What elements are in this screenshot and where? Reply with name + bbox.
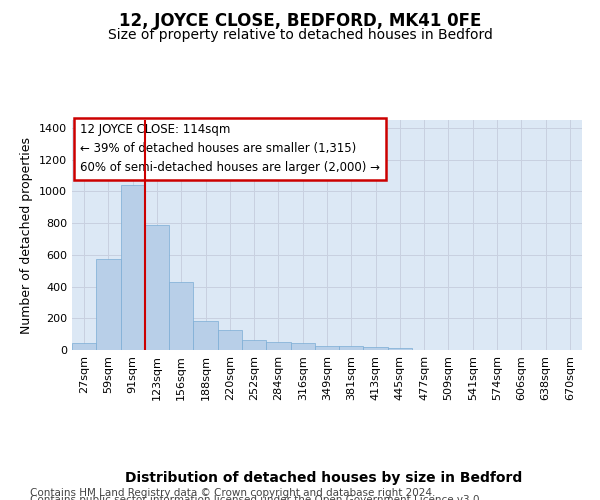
Bar [364, 347, 388, 350]
Bar [72, 343, 96, 350]
Bar [339, 346, 364, 350]
Bar [218, 330, 242, 350]
Text: 12 JOYCE CLOSE: 114sqm
← 39% of detached houses are smaller (1,315)
60% of semi-: 12 JOYCE CLOSE: 114sqm ← 39% of detached… [80, 124, 380, 174]
Bar [266, 342, 290, 350]
Text: 12, JOYCE CLOSE, BEDFORD, MK41 0FE: 12, JOYCE CLOSE, BEDFORD, MK41 0FE [119, 12, 481, 30]
Y-axis label: Number of detached properties: Number of detached properties [20, 136, 34, 334]
Bar [290, 343, 315, 350]
Bar [242, 340, 266, 350]
Bar [193, 322, 218, 350]
Bar [121, 185, 145, 350]
Bar [315, 346, 339, 350]
Bar [388, 348, 412, 350]
Bar [145, 226, 169, 350]
Text: Distribution of detached houses by size in Bedford: Distribution of detached houses by size … [125, 471, 523, 485]
Text: Size of property relative to detached houses in Bedford: Size of property relative to detached ho… [107, 28, 493, 42]
Text: Contains HM Land Registry data © Crown copyright and database right 2024.: Contains HM Land Registry data © Crown c… [30, 488, 436, 498]
Bar [169, 282, 193, 350]
Bar [96, 259, 121, 350]
Text: Contains public sector information licensed under the Open Government Licence v3: Contains public sector information licen… [30, 495, 483, 500]
